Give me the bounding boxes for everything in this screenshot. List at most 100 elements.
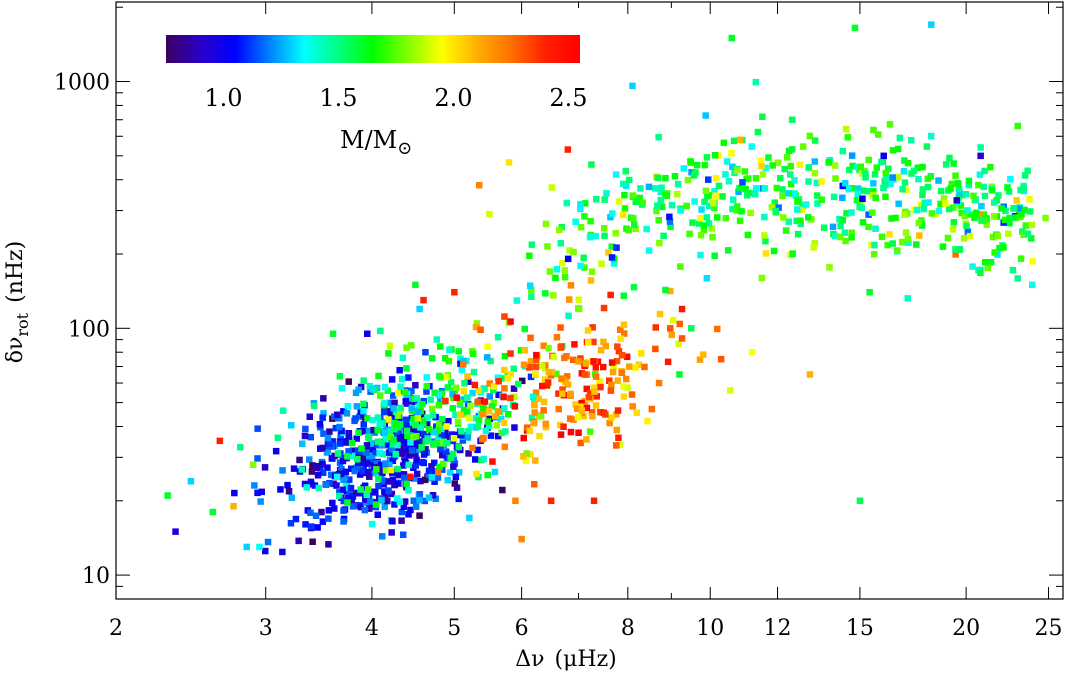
- data-point: [370, 459, 377, 466]
- data-point: [316, 421, 324, 428]
- data-point: [372, 489, 379, 496]
- data-point: [209, 508, 217, 516]
- data-point: [453, 431, 461, 439]
- data-point: [635, 361, 643, 368]
- data-point: [319, 444, 326, 452]
- data-point: [586, 428, 594, 435]
- data-point: [555, 390, 562, 397]
- data-point: [546, 268, 554, 275]
- data-point: [581, 371, 588, 378]
- data-point: [355, 463, 362, 470]
- data-point: [919, 163, 926, 171]
- data-point: [745, 175, 752, 182]
- data-point: [315, 484, 322, 492]
- data-point: [431, 389, 438, 396]
- data-point: [382, 460, 389, 467]
- data-point: [340, 486, 347, 494]
- data-point: [389, 476, 396, 483]
- data-point: [374, 414, 382, 421]
- data-point: [446, 346, 453, 354]
- data-point: [978, 217, 985, 224]
- data-point: [788, 116, 796, 123]
- data-point: [434, 469, 442, 476]
- data-point: [865, 223, 872, 231]
- data-point: [279, 548, 286, 556]
- data-point: [382, 494, 389, 501]
- data-point: [888, 215, 895, 222]
- data-point: [842, 180, 849, 187]
- data-point: [381, 503, 388, 511]
- data-point: [431, 459, 438, 467]
- data-point: [386, 449, 393, 456]
- data-point: [561, 273, 569, 281]
- data-point: [610, 260, 618, 267]
- data-point: [564, 381, 572, 388]
- data-point: [338, 466, 345, 473]
- data-point: [540, 342, 547, 349]
- data-point: [564, 255, 572, 263]
- data-point: [972, 209, 980, 217]
- data-point: [886, 231, 893, 238]
- data-point: [377, 466, 385, 474]
- data-point: [437, 343, 444, 350]
- data-point: [660, 232, 667, 240]
- data-point: [603, 190, 610, 197]
- data-point: [413, 470, 421, 478]
- data-point: [379, 533, 386, 540]
- data-point: [345, 378, 352, 385]
- data-point: [714, 214, 721, 221]
- data-point: [652, 345, 659, 353]
- data-point: [444, 476, 451, 484]
- data-point: [343, 410, 351, 417]
- data-point: [717, 355, 725, 363]
- data-point: [751, 191, 759, 198]
- data-point: [722, 171, 729, 178]
- data-point: [532, 389, 540, 396]
- data-point: [592, 364, 600, 371]
- data-point: [258, 488, 265, 496]
- data-point: [1014, 122, 1021, 130]
- data-point: [413, 456, 420, 464]
- data-point: [529, 393, 537, 400]
- data-point: [989, 233, 997, 241]
- data-point: [435, 391, 442, 399]
- data-point: [641, 363, 648, 371]
- data-point: [748, 143, 756, 150]
- data-point: [307, 433, 314, 441]
- data-point: [563, 199, 570, 207]
- data-point: [613, 426, 621, 434]
- data-point: [416, 305, 423, 313]
- data-point: [507, 318, 514, 325]
- data-point: [231, 489, 238, 497]
- data-point: [450, 435, 458, 442]
- data-point: [465, 450, 472, 457]
- data-point: [391, 426, 398, 433]
- data-point: [345, 430, 353, 437]
- data-point: [386, 342, 394, 349]
- data-point: [734, 203, 741, 210]
- data-point: [398, 508, 406, 516]
- data-point: [701, 198, 708, 206]
- data-point: [984, 264, 991, 272]
- data-point: [532, 371, 539, 378]
- data-point: [648, 405, 656, 413]
- data-point: [632, 364, 639, 371]
- data-point: [1022, 222, 1030, 229]
- data-point: [453, 394, 460, 401]
- data-point: [742, 185, 749, 193]
- data-point: [813, 192, 821, 199]
- data-point: [430, 429, 437, 436]
- data-point: [424, 421, 431, 428]
- data-point: [919, 191, 926, 199]
- data-point: [376, 420, 383, 427]
- data-point: [440, 460, 447, 468]
- data-point: [473, 320, 481, 327]
- data-point: [882, 193, 889, 200]
- data-point: [376, 392, 384, 399]
- data-point: [779, 186, 786, 193]
- data-point: [869, 209, 876, 216]
- data-point: [1006, 214, 1013, 222]
- data-point: [655, 379, 663, 387]
- data-point: [806, 132, 814, 140]
- data-point: [360, 407, 367, 415]
